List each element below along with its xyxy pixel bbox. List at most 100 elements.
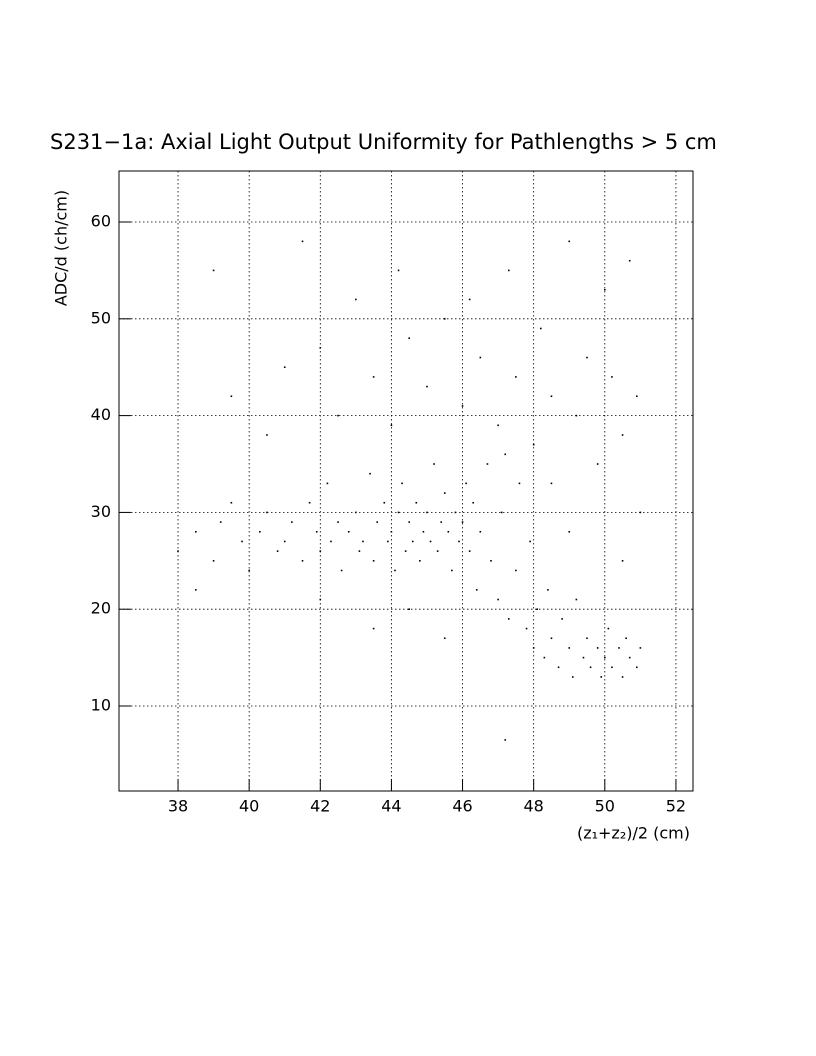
scatter-point <box>458 540 460 543</box>
scatter-point <box>557 666 560 669</box>
scatter-point <box>547 589 549 591</box>
scatter-point <box>426 511 428 514</box>
scatter-point <box>230 501 233 504</box>
scatter-point <box>276 550 279 552</box>
scatter-point <box>419 560 421 562</box>
scatter-point <box>604 656 606 659</box>
scatter-point <box>507 618 510 620</box>
scatter-point <box>461 405 464 407</box>
scatter-point <box>539 327 542 330</box>
scatter-point <box>177 550 179 552</box>
scatter-point <box>497 598 499 601</box>
scatter-point <box>611 666 613 669</box>
scatter-point <box>490 560 492 562</box>
scatter-point <box>628 656 631 659</box>
scatter-point <box>358 550 361 552</box>
scatter-point <box>426 385 428 388</box>
scatter-point <box>550 637 553 640</box>
scatter-point <box>266 511 268 514</box>
scatter-point <box>248 569 250 572</box>
scatter-point <box>319 347 322 349</box>
scatter-point <box>362 540 364 543</box>
y-tick-label: 20 <box>91 599 111 618</box>
scatter-point <box>589 666 592 669</box>
scatter-point <box>507 269 510 272</box>
scatter-point <box>337 414 339 417</box>
scatter-point <box>422 530 425 533</box>
x-tick-label: 48 <box>523 797 543 816</box>
scatter-point <box>571 676 574 678</box>
scatter-point <box>436 550 439 552</box>
y-tick-label: 30 <box>91 502 111 521</box>
scatter-point <box>411 540 414 543</box>
scatter-point <box>479 530 482 533</box>
scatter-point <box>536 608 539 611</box>
scatter-point <box>500 511 503 514</box>
scatter-point <box>347 530 350 533</box>
scatter-point <box>355 511 357 514</box>
scatter-point <box>408 521 411 523</box>
scatter-point <box>518 482 521 485</box>
scatter-point <box>504 453 507 456</box>
scatter-point <box>355 298 357 301</box>
scatter-point <box>219 521 222 523</box>
scatter-point <box>486 463 489 465</box>
scatter-point <box>404 550 407 552</box>
scatter-point <box>532 443 535 446</box>
scatter-point <box>532 647 535 649</box>
scatter-point <box>319 598 322 601</box>
y-tick-label: 10 <box>91 696 111 715</box>
scatter-point <box>586 637 588 640</box>
scatter-point <box>454 511 457 514</box>
scatter-point <box>568 647 571 649</box>
scatter-point <box>472 501 475 504</box>
x-axis-label: (z₁+z₂)/2 (cm) <box>577 824 690 843</box>
scatter-point <box>636 666 638 669</box>
scatter-point <box>319 550 322 552</box>
scatter-point <box>568 240 571 243</box>
scatter-point <box>628 259 631 262</box>
scatter-point <box>600 676 603 678</box>
scatter-point <box>607 627 610 630</box>
chart-title: S231−1a: Axial Light Output Uniformity f… <box>50 130 717 154</box>
scatter-point <box>461 521 464 523</box>
scatter-point <box>372 376 375 378</box>
scatter-point <box>433 463 435 465</box>
scatter-point <box>283 540 286 543</box>
scatter-point <box>283 366 286 369</box>
scatter-point <box>515 569 517 572</box>
y-tick-label: 40 <box>91 405 111 424</box>
scatter-point <box>266 434 268 436</box>
scatter-point <box>575 598 578 601</box>
scatter-point <box>621 434 624 436</box>
scatter-point <box>383 501 386 504</box>
scatter-point <box>618 647 620 649</box>
scatter-point <box>195 530 197 533</box>
scatter-point <box>369 472 371 475</box>
scatter-point <box>575 414 578 417</box>
scatter-point <box>639 647 642 649</box>
scatter-point <box>429 540 432 543</box>
scatter-point <box>621 560 624 562</box>
scatter-point <box>326 482 329 485</box>
scatter-point <box>241 540 243 543</box>
scatter-point <box>596 463 599 465</box>
y-axis-label: ADC/d (ch/cm) <box>52 190 71 306</box>
scatter-point <box>611 376 613 378</box>
scatter-point <box>330 540 332 543</box>
scatter-point <box>550 395 553 398</box>
scatter-point <box>497 424 499 427</box>
scatter-point <box>212 269 215 272</box>
scatter-point <box>621 676 624 678</box>
x-tick-label: 52 <box>666 797 686 816</box>
y-tick-label: 60 <box>91 212 111 231</box>
x-tick-label: 38 <box>168 797 188 816</box>
scatter-point <box>468 550 471 552</box>
scatter-point <box>372 627 375 630</box>
scatter-point <box>372 560 375 562</box>
scatter-point <box>397 269 400 272</box>
scatter-point <box>475 589 478 591</box>
scatter-point <box>636 395 638 398</box>
